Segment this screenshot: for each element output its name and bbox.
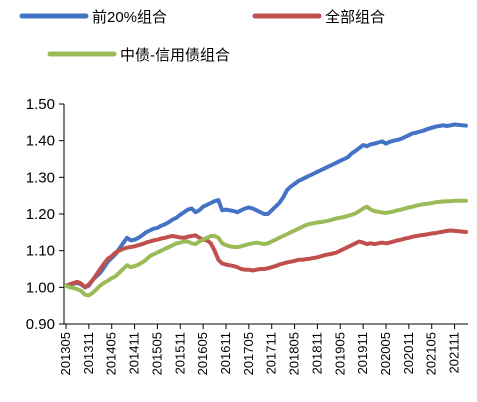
- x-tick-label: 201811: [309, 332, 324, 374]
- x-tick-label: 201911: [355, 332, 370, 374]
- x-tick-label: 202011: [401, 332, 416, 374]
- x-tick-label: 201711: [264, 332, 279, 374]
- x-tick-label: 201905: [332, 332, 347, 375]
- y-tick-label: 0.90: [26, 316, 55, 333]
- legend-label-1: 全部组合: [325, 8, 385, 26]
- x-tick-label: 201411: [127, 332, 142, 374]
- x-tick-label: 201611: [218, 332, 233, 374]
- y-tick-label: 1.40: [26, 133, 55, 150]
- y-tick-label: 1.30: [26, 169, 55, 186]
- x-tick-label: 201805: [287, 332, 302, 375]
- x-tick-label: 201311: [81, 332, 96, 374]
- y-tick-label: 1.50: [26, 96, 55, 113]
- x-tick-label: 201505: [149, 332, 164, 375]
- x-tick-label: 202105: [424, 332, 439, 375]
- y-tick-label: 1.00: [26, 279, 55, 296]
- x-tick-label: 201511: [172, 332, 187, 374]
- series-group: [64, 122, 468, 298]
- x-tick-label: 201305: [58, 332, 73, 375]
- series-line-0: [64, 122, 468, 290]
- y-tick-label: 1.20: [26, 206, 55, 223]
- x-tick-label: 201705: [241, 332, 256, 375]
- legend-label-0: 前20%组合: [92, 9, 167, 26]
- x-tick-label: 202111: [447, 332, 462, 373]
- x-tick-label: 201405: [104, 332, 119, 375]
- series-line-1: [64, 228, 468, 290]
- x-tick-label: 202005: [378, 332, 393, 375]
- y-tick-label: 1.10: [26, 243, 55, 260]
- legend-label-2: 中债-信用债组合: [120, 47, 230, 64]
- series-line-2: [64, 198, 468, 298]
- x-tick-label: 201605: [195, 332, 210, 375]
